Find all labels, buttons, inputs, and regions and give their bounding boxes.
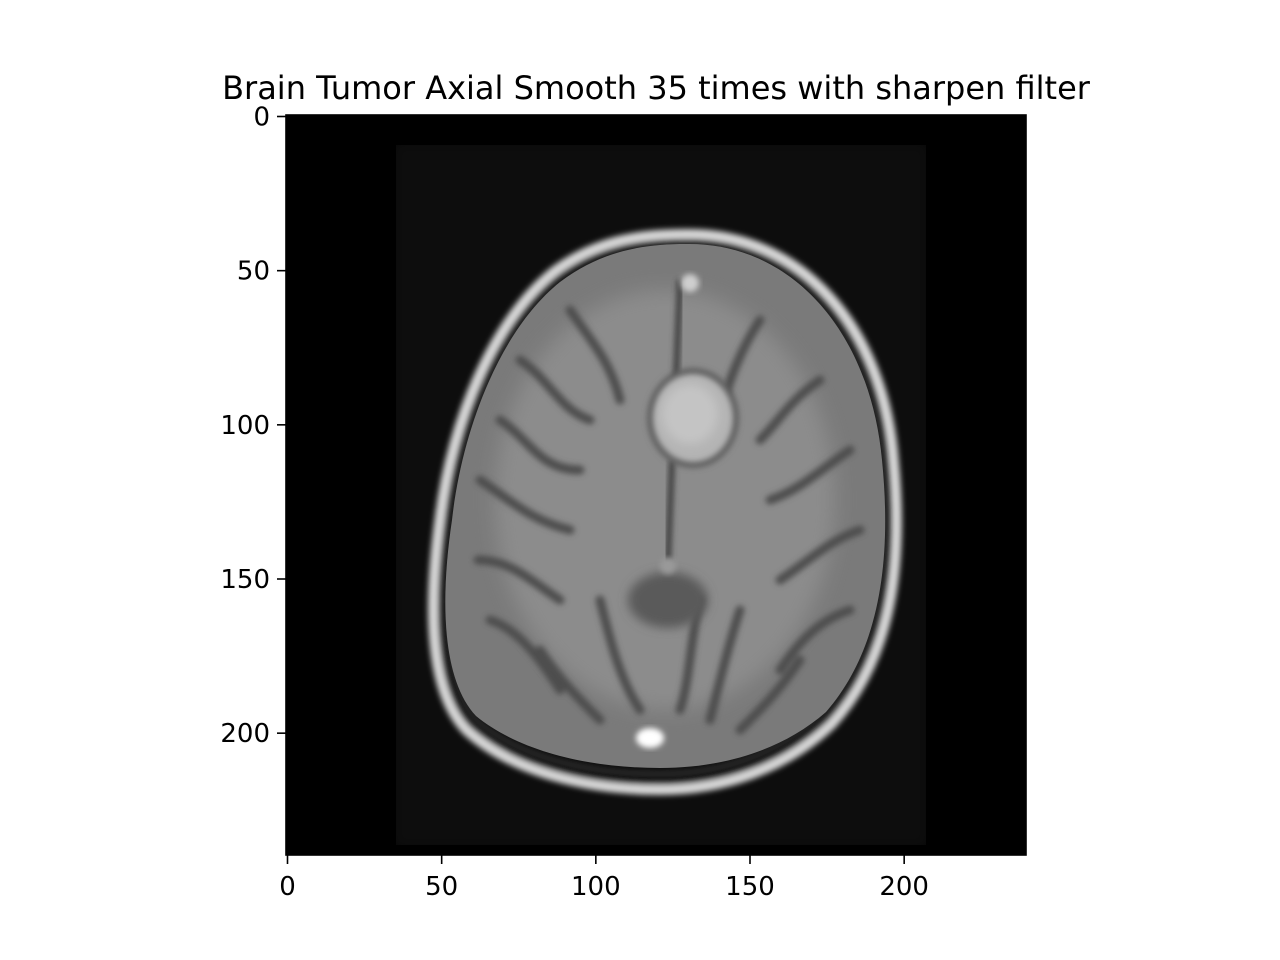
tumor bbox=[647, 368, 739, 468]
x-tick-label: 100 bbox=[571, 872, 621, 902]
y-tick-label: 0 bbox=[253, 103, 270, 133]
x-tick-label: 200 bbox=[879, 872, 929, 902]
y-tick-label: 100 bbox=[220, 411, 270, 441]
y-tick-label: 50 bbox=[237, 257, 270, 287]
y-tick-label: 200 bbox=[220, 719, 270, 749]
brain-tissue bbox=[445, 243, 886, 768]
x-tick-label: 150 bbox=[725, 872, 775, 902]
bright-spot-anterior bbox=[681, 274, 699, 292]
y-axis: 0 50 100 150 200 bbox=[220, 103, 286, 749]
mri-image bbox=[286, 115, 1026, 855]
x-tick-label: 0 bbox=[279, 872, 296, 902]
figure-title: Brain Tumor Axial Smooth 35 times with s… bbox=[222, 69, 1090, 107]
x-tick-label: 50 bbox=[425, 872, 458, 902]
bright-spot-posterior bbox=[636, 728, 664, 748]
axes-frame bbox=[285, 114, 1027, 856]
x-axis: 0 50 100 150 200 bbox=[279, 855, 929, 902]
y-tick-label: 150 bbox=[220, 565, 270, 595]
